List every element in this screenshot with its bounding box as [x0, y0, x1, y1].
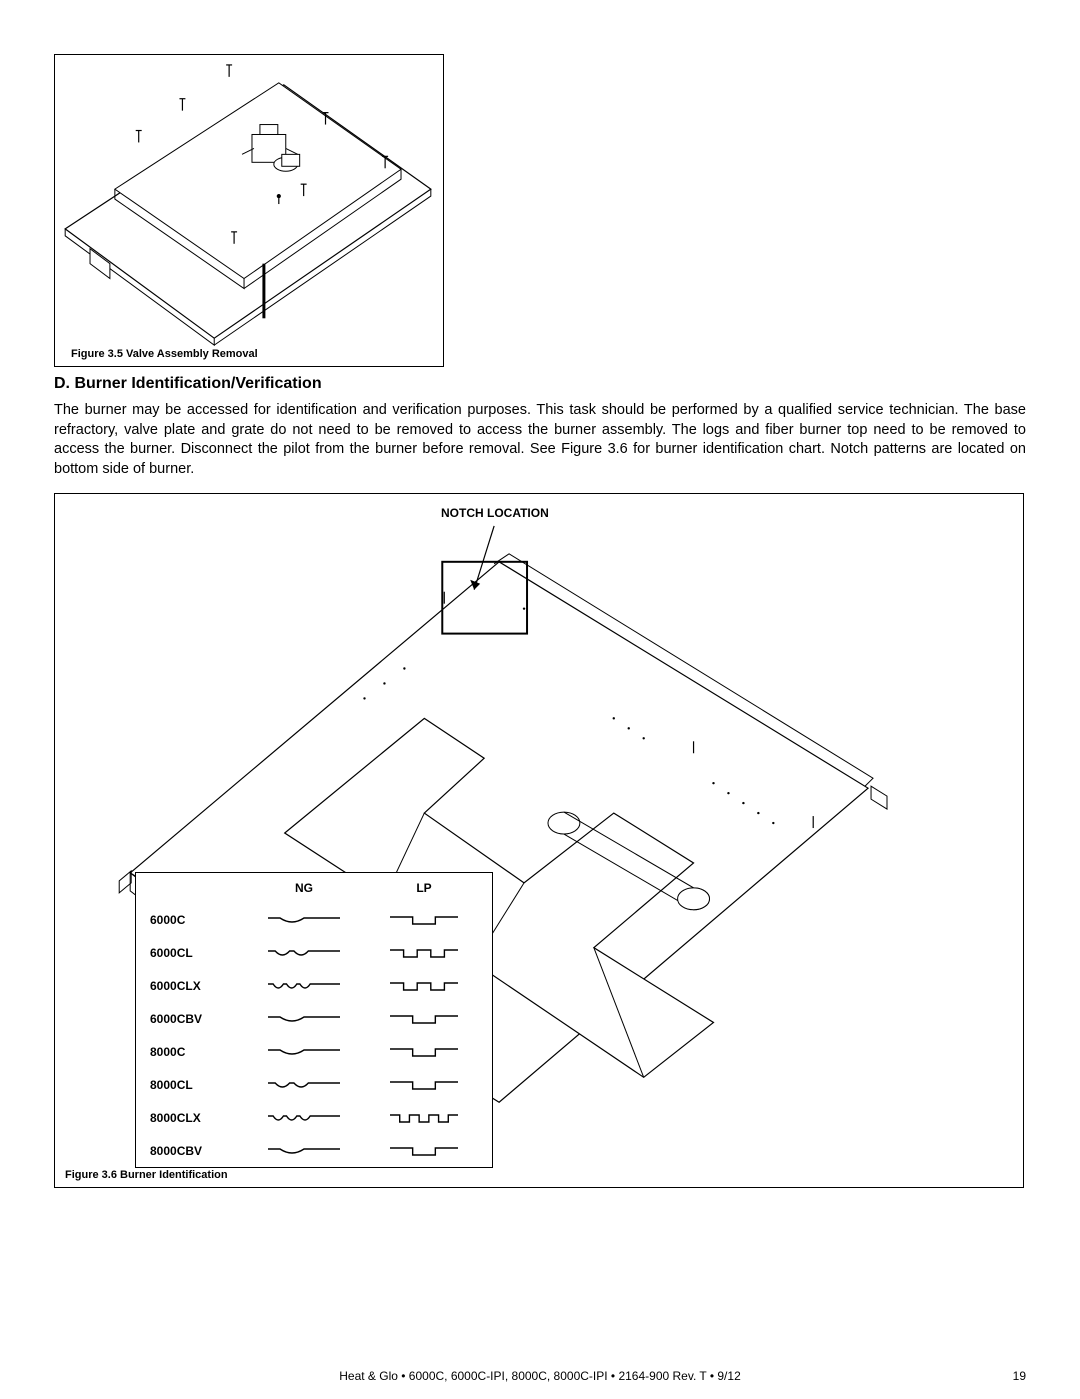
model-cell: 6000C: [136, 913, 244, 927]
table-row: 8000CLX: [136, 1101, 492, 1134]
ng-pattern-cell: [244, 1143, 364, 1159]
table-header-row: NG LP: [136, 873, 492, 903]
page-number: 19: [1013, 1369, 1026, 1383]
burner-notch-table: NG LP 6000C 6000CL 6000CLX 6000CBV 8000C 8000…: [135, 872, 493, 1168]
section-paragraph: The burner may be accessed for identific…: [54, 401, 1026, 479]
model-cell: 6000CL: [136, 946, 244, 960]
figure-3-6: NOTCH LOCATION: [54, 493, 1024, 1188]
lp-pattern-cell: [364, 1143, 484, 1159]
lp-pattern-cell: [364, 945, 484, 961]
ng-pattern-cell: [244, 1044, 364, 1060]
lp-pattern-cell: [364, 912, 484, 928]
table-row: 6000CLX: [136, 969, 492, 1002]
table-row: 6000CL: [136, 936, 492, 969]
lp-pattern-cell: [364, 1077, 484, 1093]
model-cell: 6000CLX: [136, 979, 244, 993]
lp-pattern-cell: [364, 1044, 484, 1060]
table-row: 6000C: [136, 903, 492, 936]
ng-pattern-cell: [244, 978, 364, 994]
table-row: 6000CBV: [136, 1002, 492, 1035]
table-row: 8000CBV: [136, 1134, 492, 1167]
ng-pattern-cell: [244, 1110, 364, 1126]
lp-pattern-cell: [364, 1110, 484, 1126]
model-cell: 6000CBV: [136, 1012, 244, 1026]
figure-3-5-caption: Figure 3.5 Valve Assembly Removal: [71, 348, 258, 360]
model-cell: 8000CLX: [136, 1111, 244, 1125]
lp-pattern-cell: [364, 978, 484, 994]
valve-assembly-diagram: [55, 55, 443, 366]
ng-pattern-cell: [244, 945, 364, 961]
table-row: 8000C: [136, 1035, 492, 1068]
footer-center-text: Heat & Glo • 6000C, 6000C-IPI, 8000C, 80…: [54, 1369, 1026, 1383]
section-heading: D. Burner Identification/Verification: [54, 375, 1026, 393]
ng-pattern-cell: [244, 912, 364, 928]
model-cell: 8000CBV: [136, 1144, 244, 1158]
ng-pattern-cell: [244, 1011, 364, 1027]
table-header-ng: NG: [244, 881, 364, 895]
model-cell: 8000C: [136, 1045, 244, 1059]
model-cell: 8000CL: [136, 1078, 244, 1092]
table-row: 8000CL: [136, 1068, 492, 1101]
figure-3-5: Figure 3.5 Valve Assembly Removal: [54, 54, 444, 367]
ng-pattern-cell: [244, 1077, 364, 1093]
table-header-lp: LP: [364, 881, 484, 895]
lp-pattern-cell: [364, 1011, 484, 1027]
figure-3-6-caption: Figure 3.6 Burner Identification: [65, 1169, 228, 1181]
document-page: Figure 3.5 Valve Assembly Removal D. Bur…: [0, 0, 1080, 1399]
